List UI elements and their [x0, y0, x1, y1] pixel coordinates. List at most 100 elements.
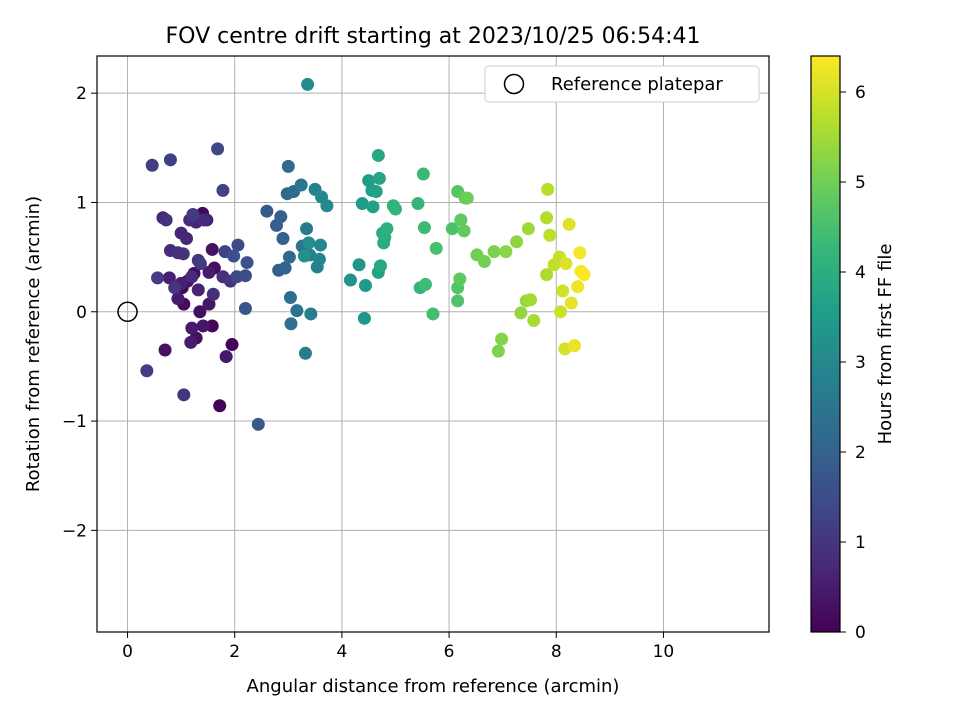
- data-point: [196, 319, 210, 333]
- legend-label: Reference platepar: [551, 74, 723, 95]
- data-point: [460, 191, 474, 205]
- data-point: [418, 277, 432, 291]
- data-point: [524, 293, 538, 307]
- data-point: [240, 256, 254, 270]
- data-point: [238, 269, 252, 283]
- data-point: [193, 305, 207, 319]
- data-point: [495, 332, 509, 346]
- colorbar-tick-label: 4: [855, 263, 866, 283]
- data-point: [540, 211, 554, 225]
- data-point: [304, 307, 318, 321]
- data-point: [416, 167, 430, 181]
- data-point: [373, 259, 387, 273]
- data-point: [362, 174, 376, 188]
- data-point: [312, 252, 326, 266]
- y-tick-label: −2: [62, 521, 87, 541]
- reference-platepar-marker: [117, 301, 138, 323]
- data-point: [357, 311, 371, 325]
- data-point: [445, 222, 459, 236]
- data-point: [571, 280, 585, 294]
- colorbar-label: Hours from first FF file: [875, 244, 896, 445]
- colorbar-tick-label: 0: [855, 623, 866, 643]
- data-point: [564, 296, 578, 310]
- data-point: [320, 199, 334, 213]
- data-point: [567, 339, 581, 353]
- data-point: [185, 321, 199, 335]
- data-point: [298, 346, 312, 360]
- data-point: [290, 304, 304, 318]
- legend-box: [484, 65, 760, 103]
- data-point: [211, 142, 225, 156]
- data-point: [193, 257, 207, 271]
- data-point: [454, 213, 468, 227]
- data-point: [527, 314, 541, 328]
- data-point: [352, 258, 366, 272]
- data-point: [380, 222, 394, 236]
- data-point: [562, 217, 576, 231]
- data-point: [238, 301, 252, 315]
- y-axis-label: Rotation from reference (arcmin): [23, 196, 44, 492]
- y-tick-label: 0: [76, 303, 87, 323]
- data-point: [205, 319, 219, 333]
- x-tick-label: 0: [122, 642, 133, 662]
- data-point: [300, 222, 314, 236]
- data-point: [514, 306, 528, 320]
- data-point: [184, 335, 198, 349]
- legend: Reference platepar: [484, 65, 760, 103]
- data-point: [487, 245, 501, 259]
- data-point: [202, 265, 216, 279]
- data-point: [225, 338, 239, 352]
- data-point: [140, 364, 154, 378]
- data-point: [197, 213, 211, 227]
- data-point: [426, 307, 440, 321]
- y-tick-label: 2: [76, 84, 87, 104]
- data-point: [179, 232, 193, 246]
- data-point: [294, 178, 308, 192]
- data-point: [186, 207, 200, 221]
- data-point: [177, 388, 191, 402]
- data-point: [163, 153, 177, 167]
- data-point: [145, 158, 159, 172]
- data-point: [168, 281, 182, 295]
- data-point: [301, 77, 315, 91]
- data-point: [453, 272, 467, 286]
- data-point: [499, 245, 513, 259]
- data-point: [284, 317, 298, 331]
- colorbar-tick-label: 5: [855, 173, 866, 193]
- y-axis-ticks: −2 −1 0 1 2: [62, 84, 97, 541]
- data-point: [176, 247, 190, 261]
- data-point: [202, 297, 216, 311]
- data-point: [343, 273, 357, 287]
- data-point: [411, 197, 425, 211]
- x-tick-label: 2: [229, 642, 240, 662]
- colorbar-frame: [810, 55, 841, 633]
- data-point: [302, 236, 316, 250]
- data-point: [231, 238, 245, 252]
- data-point: [554, 305, 568, 319]
- data-points: [117, 77, 591, 431]
- data-point: [457, 224, 471, 238]
- data-point: [577, 268, 591, 282]
- data-point: [219, 350, 233, 364]
- data-point: [297, 249, 311, 263]
- plot-frame: [96, 55, 770, 633]
- data-point: [283, 291, 297, 305]
- data-point: [205, 242, 219, 256]
- data-point: [559, 257, 573, 271]
- x-tick-label: 10: [653, 642, 675, 662]
- x-axis-label: Angular distance from reference (arcmin): [247, 676, 620, 697]
- chart-title: FOV centre drift starting at 2023/10/25 …: [166, 24, 701, 49]
- colorbar-tick-label: 3: [855, 353, 866, 373]
- data-point: [206, 287, 220, 301]
- data-point: [260, 204, 274, 218]
- data-point: [540, 268, 554, 282]
- data-point: [216, 183, 230, 197]
- data-point: [451, 294, 465, 308]
- data-point: [372, 171, 386, 185]
- colorbar: 0 1 2 3 4 5 6 Hours from first FF file: [810, 55, 896, 643]
- y-tick-label: −1: [62, 412, 87, 432]
- data-point: [573, 246, 587, 260]
- data-point: [543, 228, 557, 242]
- data-point: [429, 241, 443, 255]
- data-point: [521, 222, 535, 236]
